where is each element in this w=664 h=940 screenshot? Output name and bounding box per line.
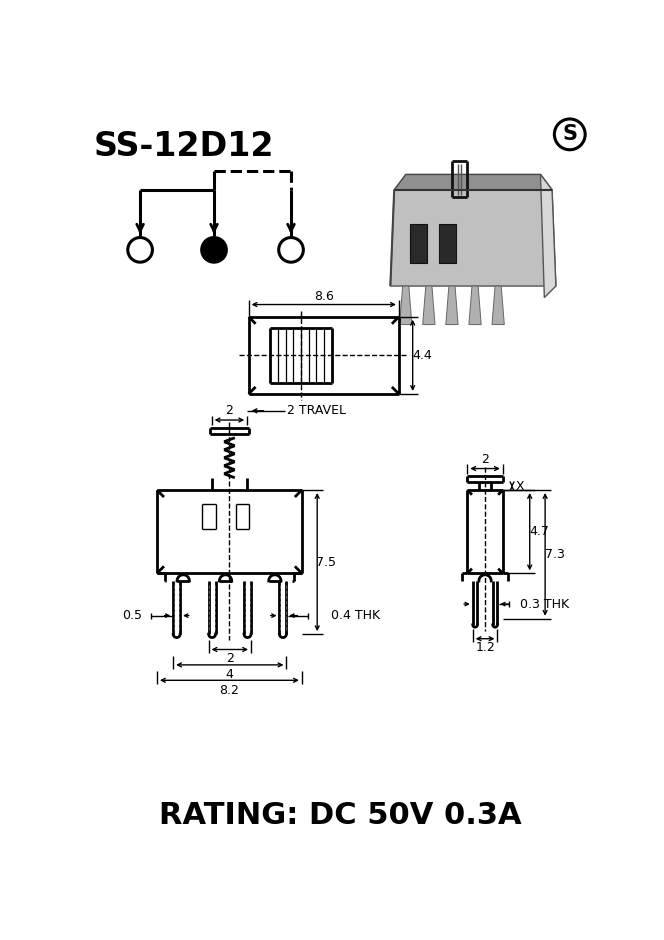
Text: 7.3: 7.3 (545, 548, 565, 561)
Bar (439, 225, 456, 263)
Text: 8.2: 8.2 (220, 683, 239, 697)
Text: 2 TRAVEL: 2 TRAVEL (287, 404, 346, 417)
Polygon shape (400, 286, 412, 324)
Text: 4: 4 (226, 668, 234, 681)
Text: 0.4 THK: 0.4 THK (331, 609, 380, 622)
Text: 2: 2 (481, 453, 489, 466)
Text: 2: 2 (226, 404, 233, 417)
Polygon shape (446, 286, 458, 324)
Text: 4.7: 4.7 (529, 525, 549, 539)
Text: RATING: DC 50V 0.3A: RATING: DC 50V 0.3A (159, 801, 522, 829)
Text: 0.3 THK: 0.3 THK (520, 598, 569, 611)
Text: X: X (515, 479, 524, 493)
Text: 4.4: 4.4 (412, 349, 432, 362)
Text: 1.2: 1.2 (475, 641, 495, 654)
Circle shape (202, 238, 226, 262)
Text: 2: 2 (226, 652, 234, 666)
Text: 7.5: 7.5 (317, 556, 337, 569)
Text: SS-12D12: SS-12D12 (94, 130, 274, 163)
Bar (410, 225, 426, 263)
Text: S: S (562, 124, 577, 145)
Polygon shape (469, 286, 481, 324)
Polygon shape (390, 190, 556, 286)
Text: 8.6: 8.6 (314, 290, 334, 303)
Polygon shape (540, 175, 556, 298)
Polygon shape (394, 175, 552, 190)
Polygon shape (492, 286, 505, 324)
Polygon shape (423, 286, 435, 324)
Text: 0.5: 0.5 (122, 609, 141, 622)
